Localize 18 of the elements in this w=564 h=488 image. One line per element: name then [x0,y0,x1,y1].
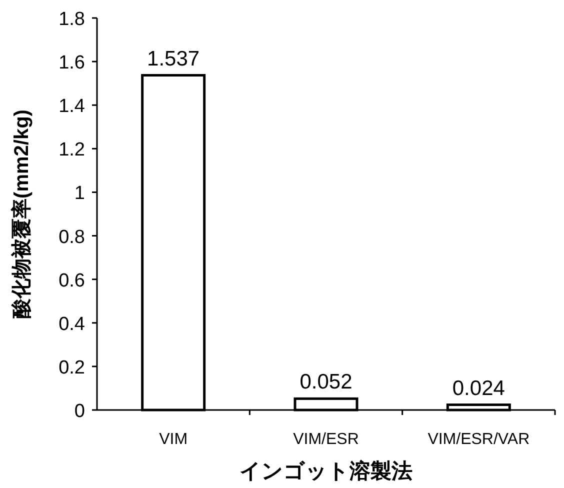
y-tick-label: 1.8 [58,9,85,30]
x-tick-label: VIM/ESR [293,431,359,448]
y-tick-label: 1 [74,183,85,204]
data-label: 0.024 [452,376,506,400]
y-tick-label: 0 [74,401,85,422]
y-tick-label: 1.2 [58,140,85,161]
y-tick-label: 1.6 [58,52,85,74]
y-tick-label: 0.4 [58,314,86,335]
y-tick-label: 0.8 [58,226,85,248]
y-axis-title: 酸化物被覆率(mm2/kg) [10,110,33,318]
data-label: 0.052 [300,370,352,394]
y-tick-label: 1.4 [58,96,86,118]
data-label: 1.537 [147,47,200,70]
y-tick-label: 0.6 [58,270,85,292]
x-tick-label: VIM/ESR/VAR [428,431,530,448]
y-tick-label: 0.2 [58,357,85,378]
x-tick-label: VIM [159,431,188,448]
x-axis-title: インゴット溶製法 [240,459,412,483]
